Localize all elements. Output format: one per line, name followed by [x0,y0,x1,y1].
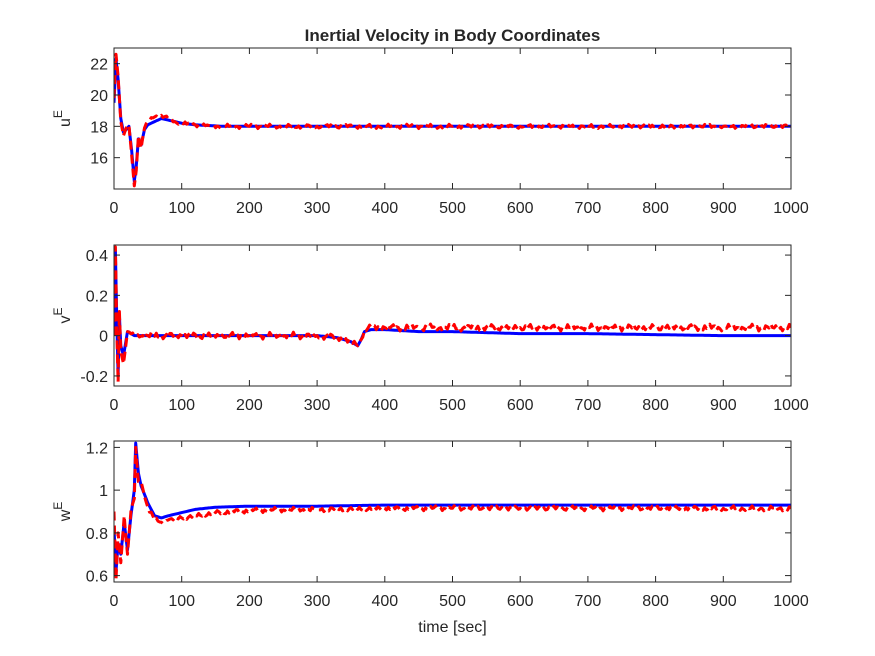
y-tick-label: 0.8 [86,526,108,543]
y-axis-label-symbol: w [57,509,74,522]
y-axis-label-symbol: v [57,316,74,324]
y-tick-label: 1.2 [86,440,108,457]
subplot-2: 0 100 200 300 400 500 600 700 800 900 1000-0.200.2… [51,244,809,414]
x-tick-label: 400 [371,593,398,610]
x-tick-label: 500 [439,200,466,217]
x-tick-label: 400 [371,397,398,414]
x-tick-label: 800 [642,593,669,610]
x-tick-label: 0 [110,200,119,217]
x-tick-label: 800 [642,397,669,414]
y-tick-label: 16 [90,151,108,168]
x-tick-label: 1000 [773,397,809,414]
x-tick-label: 400 [371,200,398,217]
x-tick-label: 900 [710,200,737,217]
series-group [114,52,791,188]
x-tick-label: 300 [304,593,331,610]
y-tick-label: 0.4 [86,248,108,265]
x-tick-label: 300 [304,200,331,217]
x-tick-label: 600 [507,200,534,217]
y-axis-label: vE [51,307,74,323]
x-tick-label: 300 [304,397,331,414]
y-tick-label: -0.2 [80,369,108,386]
x-tick-label: 600 [507,397,534,414]
x-tick-label: 700 [575,200,602,217]
subplot-1: 0 100 200 300 400 500 600 700 800 900 1000 16 18 20 22… [51,26,809,217]
x-tick-label: 500 [439,593,466,610]
y-tick-label: 18 [90,119,108,136]
chart-title: Inertial Velocity in Body Coordinates [305,26,601,45]
x-tick-label: 800 [642,200,669,217]
axes-background [114,48,791,189]
x-tick-label: 700 [575,397,602,414]
y-axis-label-superscript: E [51,307,65,315]
y-tick-label: 0 [99,329,108,346]
y-tick-label: 0.2 [86,288,108,305]
axes-background [114,245,791,386]
x-tick-label: 600 [507,593,534,610]
series-line-red [114,445,791,582]
y-tick-label: 20 [90,88,108,105]
y-tick-label: 22 [90,57,108,74]
y-axis-label: uE [51,110,74,127]
x-tick-label: 900 [710,593,737,610]
y-axis-label-superscript: E [51,110,65,118]
x-tick-label: 700 [575,593,602,610]
series-group [114,441,791,582]
x-tick-label: 200 [236,593,263,610]
subplots: 0 100 200 300 400 500 600 700 800 900 100016182022… [51,26,809,636]
x-tick-label: 1000 [773,593,809,610]
subplot-3: 0 100 200 300 400 500 600 700 800 900 1000 0.6 0.8 1 1… [51,440,809,636]
x-tick-label: 100 [168,397,195,414]
series-group [114,245,791,384]
x-tick-label: 100 [168,200,195,217]
x-tick-label: 0 [110,397,119,414]
x-tick-label: 200 [236,397,263,414]
series-line-red [114,52,791,188]
y-axis-label-symbol: u [57,118,74,127]
x-tick-label: 900 [710,397,737,414]
x-tick-label: 1000 [773,200,809,217]
x-tick-label: 200 [236,200,263,217]
y-tick-label: 1 [99,483,108,500]
x-axis-label: time [sec] [418,619,486,636]
y-axis-label-superscript: E [51,502,65,510]
x-tick-label: 500 [439,397,466,414]
y-tick-label: 0.6 [86,569,108,586]
x-tick-label: 100 [168,593,195,610]
y-axis-label: wE [51,502,74,523]
x-tick-label: 0 [110,593,119,610]
